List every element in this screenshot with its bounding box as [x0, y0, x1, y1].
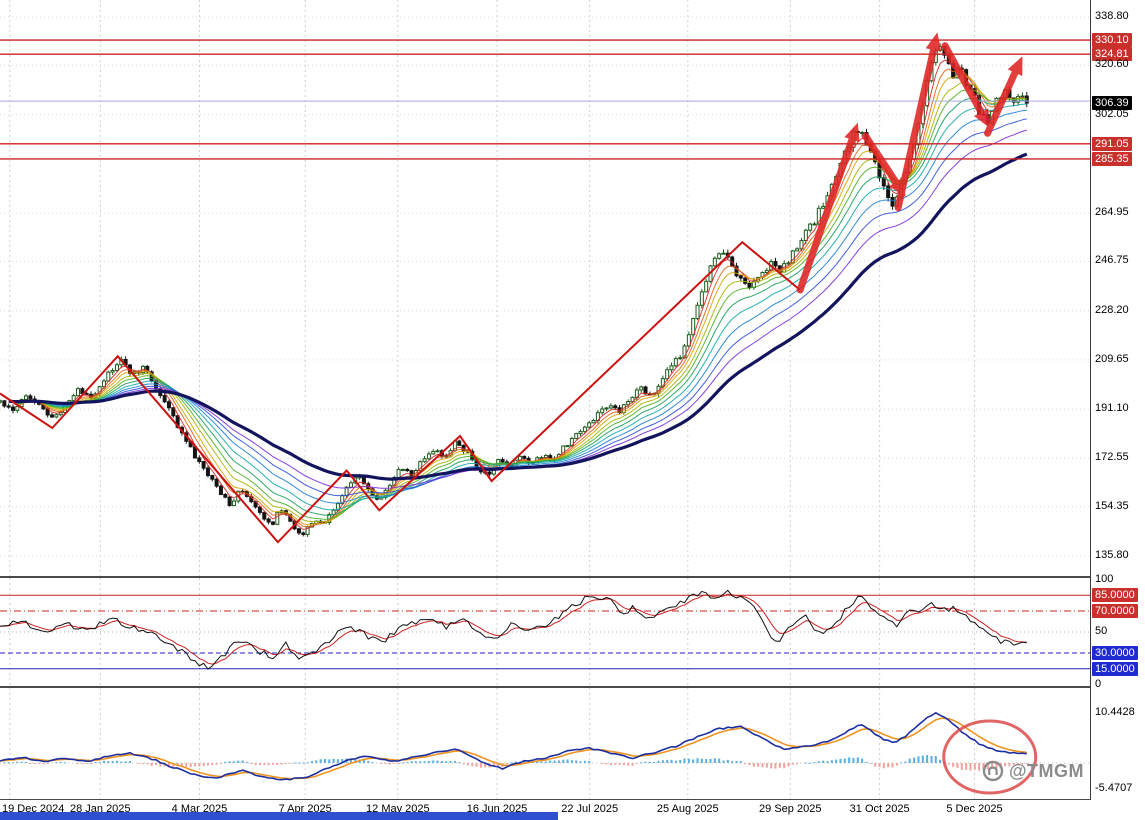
macd-tick-label: -5.4707 — [1095, 782, 1133, 795]
price-tick-label: 135.80 — [1095, 549, 1129, 561]
zigzag-line — [0, 240, 801, 544]
watermark-text: @TMGM — [1009, 760, 1085, 781]
trend-arrow — [861, 132, 900, 186]
trend-arrow-head — [1007, 56, 1023, 76]
price-tick-label: 264.95 — [1095, 206, 1129, 219]
trend-arrow-head — [974, 108, 990, 128]
rsi-panel[interactable] — [0, 578, 1090, 686]
price-line-badge: 291.05 — [1092, 136, 1132, 151]
bottom-blue-strip — [0, 812, 558, 820]
price-line-badge: 324.81 — [1092, 47, 1132, 62]
price-tick-label: 191.10 — [1095, 402, 1129, 415]
price-line-badge: 285.35 — [1092, 151, 1132, 166]
rsi-tick-label: 0 — [1095, 677, 1102, 690]
date-tick-label: 25 Aug 2025 — [656, 803, 719, 815]
price-tick-label: 320.60 — [1095, 58, 1129, 71]
trend-arrow — [941, 42, 985, 116]
broker-watermark: @TMGM — [982, 760, 1084, 782]
date-tick-label: 22 Jul 2025 — [561, 803, 619, 815]
rsi-level-badge: 70.0000 — [1092, 604, 1138, 618]
macd-histogram — [3, 755, 1028, 771]
slow-ma-line — [8, 152, 1028, 481]
trend-arrow-head — [925, 32, 942, 52]
price-tick-label: 246.75 — [1095, 254, 1129, 267]
rsi-canvas[interactable] — [0, 578, 1090, 686]
rsi-level-badge: 85.0000 — [1092, 588, 1138, 603]
price-tick-label: 154.35 — [1095, 499, 1129, 512]
trend-arrow — [796, 136, 856, 294]
macd-tick-label: 10.4428 — [1095, 706, 1135, 719]
tmgm-logo-icon — [982, 760, 1004, 782]
rsi-level-badge: 15.0000 — [1092, 661, 1138, 676]
price-tick-label: 338.80 — [1095, 10, 1129, 22]
price-line-badge: 330.10 — [1092, 33, 1132, 48]
trend-arrow — [894, 46, 937, 212]
trend-arrow — [984, 69, 1019, 137]
price-tick-label: 209.65 — [1095, 352, 1129, 365]
panel-separator[interactable] — [0, 686, 1091, 688]
macd-signal-line — [0, 717, 1027, 780]
price-tick-label: 172.55 — [1095, 451, 1129, 464]
rsi-tick-label: 50 — [1095, 625, 1108, 637]
panel-separator — [0, 799, 1091, 800]
macd-panel[interactable] — [0, 688, 1090, 799]
price-tick-label: 302.05 — [1095, 107, 1129, 120]
date-tick-label: 29 Sep 2025 — [759, 803, 822, 815]
date-tick-label: 5 Dec 2025 — [946, 803, 1003, 815]
ma-ribbon — [17, 59, 1028, 531]
highlight-circle — [942, 719, 1038, 795]
date-tick-label: 31 Oct 2025 — [849, 803, 910, 815]
rsi-tick-label: 100 — [1095, 572, 1114, 585]
price-axis[interactable]: 338.80 330.10 324.81 320.60 306.39 302.05 291.… — [1090, 0, 1145, 800]
price-panel[interactable] — [0, 0, 1090, 576]
price-tick-label: 228.20 — [1095, 303, 1129, 316]
trend-arrow-head — [844, 122, 860, 143]
price-line-badge: 306.39 — [1092, 96, 1132, 111]
rsi-level-badge: 30.0000 — [1092, 646, 1138, 660]
trend-arrows — [796, 32, 1023, 294]
rsi-main-line — [0, 589, 1027, 670]
rsi-signal-line — [0, 593, 1027, 665]
price-chart-canvas[interactable] — [0, 0, 1090, 576]
panel-separator[interactable] — [0, 576, 1091, 578]
macd-canvas[interactable] — [0, 688, 1090, 799]
macd-main-line — [0, 711, 1027, 781]
